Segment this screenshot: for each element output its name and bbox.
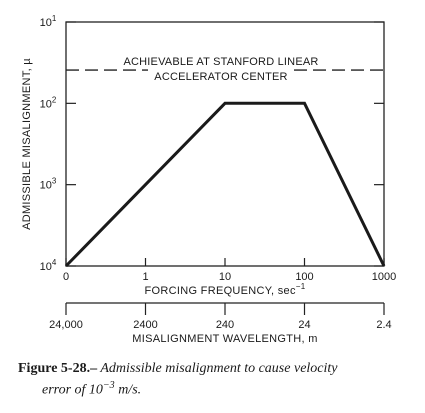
caption-lead: Figure 5-28.– [18,361,98,376]
y-tick-label: 103 [40,177,57,192]
y-tick-base: 10 [40,98,52,110]
reference-label-line2: ACCELERATOR CENTER [154,71,287,83]
x-tick-label: 1000 [372,271,396,283]
y-tick-exponent: 4 [52,258,57,267]
x-axis-title-text: FORCING FREQUENCY, sec [145,285,296,297]
y-tick-label: 102 [40,95,57,110]
reference-label-mask [118,55,324,68]
caption-exponent: −3 [102,380,115,391]
x-tick-label: 0 [63,271,69,283]
y-tick-label: 104 [40,258,57,273]
x-tick-label: 1 [142,271,148,283]
secondary-axis-title: MISALIGNMENT WAVELENGTH, m [132,333,317,345]
secondary-axis-tick-label: 240 [216,319,234,331]
y-tick-base: 10 [40,17,52,29]
secondary-axis-tick-label: 24,000 [49,319,83,331]
caption-text-prefix: error of 10 [42,382,103,398]
reference-label-line1: ACHIEVABLE AT STANFORD LINEAR [123,56,318,68]
x-tick-label: 10 [219,271,231,283]
y-tick-exponent: 3 [52,177,57,186]
y-tick-exponent: 2 [52,95,57,104]
x-tick-label: 100 [295,271,313,283]
y-tick-base: 10 [40,261,52,273]
y-tick-exponent: 1 [52,14,57,23]
x-axis-title: FORCING FREQUENCY, sec−1 [145,282,306,297]
data-line [64,101,386,268]
caption-text-suffix: m/s. [114,382,142,398]
y-tick-base: 10 [40,180,52,192]
secondary-axis-tick-label: 24 [298,319,310,331]
secondary-axis-tick-label: 2400 [133,319,157,331]
y-axis-title: ADMISSIBLE MISALIGNMENT, µ [21,58,33,230]
secondary-axis-tick-label: 2.4 [376,319,391,331]
reference-label-mask [148,67,292,82]
y-tick-label: 101 [40,14,57,29]
x-axis-title-exponent: −1 [296,282,306,291]
caption-text-line1: Admissible misalignment to cause velocit… [97,361,338,376]
caption-text-line2: error of 10−3 m/s. [18,377,141,399]
figure-caption: Figure 5-28.– Admissible misalignment to… [18,360,418,399]
